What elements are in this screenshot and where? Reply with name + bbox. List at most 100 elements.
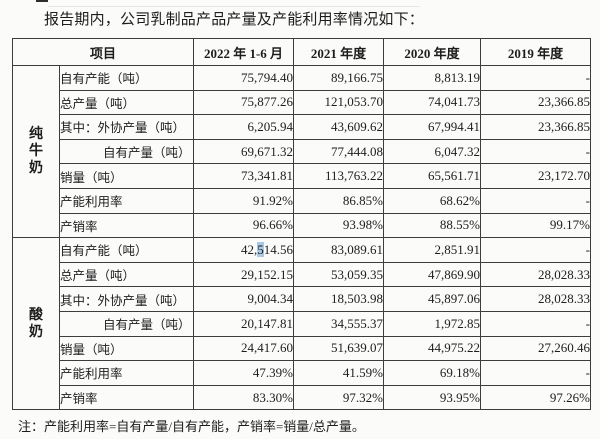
value-cell: 99.17%: [480, 212, 592, 239]
value-cell: 83,089.61: [293, 237, 385, 263]
value-cell: 86.85%: [293, 187, 385, 214]
value-cell: 53,059.35: [293, 261, 385, 288]
value-cell: 27,260.46: [480, 335, 592, 362]
value-cell: 75,877.26: [193, 89, 295, 116]
value-cell: 2,851.91: [383, 237, 482, 263]
value-cell: -: [480, 360, 592, 386]
value-cell: 9,004.34: [193, 286, 295, 312]
row-label: 产能利用率: [58, 187, 195, 214]
value-cell: 6,205.94: [193, 114, 295, 140]
value-cell: 69,671.32: [193, 138, 295, 165]
value-cell: 42,514.56: [193, 237, 295, 263]
value-cell: -: [480, 65, 592, 91]
value-cell: 88.55%: [383, 212, 482, 239]
row-label: 产能利用率: [58, 360, 195, 386]
group-label-pure-milk: 纯牛奶: [12, 64, 60, 239]
table-body: 纯牛奶自有产能（吨） 75,794.40 89,166.75 8,813.19- 总产量…: [12, 64, 592, 411]
value-cell: 97.26%: [480, 384, 592, 411]
table-row: 自有产量（吨） 20,147.81 34,555.37 1,972.85-: [13, 310, 592, 337]
footnote: 注：产能利用率=自有产量/自有产能，产销率=销量/总产量。: [18, 419, 365, 434]
group-label-char: 奶: [29, 161, 43, 177]
table-row: 其中：外协产量（吨） 9,004.34 18,503.98 45,897.06 28,0…: [13, 286, 592, 312]
value-cell: -: [480, 138, 592, 165]
page-top-artifact-line: [48, 6, 420, 7]
value-cell: 93.95%: [383, 384, 482, 411]
table-row: 总产量（吨） 75,877.26 121,053.70 74,041.73 23,366…: [13, 89, 592, 116]
value-cell: 44,975.22: [383, 335, 482, 362]
value-cell: 68.62%: [383, 187, 482, 214]
table-row: 酸奶自有产能（吨） 42,514.56 83,089.61 2,851.91-: [12, 237, 592, 411]
row-label: 其中：外协产量（吨）: [58, 114, 195, 140]
value-cell: 47,869.90: [383, 261, 482, 288]
page-top-artifact-tick: [36, 0, 48, 2]
value-cell: 23,172.70: [480, 163, 592, 189]
row-label: 产销率: [58, 212, 195, 239]
value-part: 14.56: [263, 241, 294, 257]
table-row: 产销率 83.30% 97.32% 93.95% 97.26%: [13, 384, 592, 411]
value-cell: 28,028.33: [480, 261, 592, 288]
value-cell: 77,444.08: [293, 138, 385, 165]
value-cell: 8,813.19: [383, 65, 482, 91]
table-row: 产销率 96.66% 93.98% 88.55% 99.17%: [13, 212, 592, 239]
value-cell: 73,341.81: [193, 163, 295, 189]
value-cell: 69.18%: [383, 360, 482, 386]
group-label-char: 奶: [29, 324, 43, 340]
value-cell: 93.98%: [293, 212, 385, 239]
value-cell: -: [480, 187, 592, 214]
header-period-2022: 2022 年 1-6 月: [193, 38, 295, 66]
table-row: 产能利用率 91.92% 86.85% 68.62% -: [13, 187, 592, 214]
group-label-char: 牛: [29, 144, 43, 160]
value-cell: 67,994.41: [383, 114, 482, 140]
value-cell: 113,763.22: [293, 163, 385, 189]
header-period-2021: 2021 年度: [293, 38, 385, 66]
selection-highlight: 5: [257, 241, 264, 257]
value-cell: 41.59%: [293, 360, 385, 386]
row-label: 产销率: [58, 384, 195, 411]
value-cell: 65,561.71: [383, 163, 482, 189]
value-cell: -: [480, 310, 592, 337]
value-cell: 34,555.37: [293, 310, 385, 337]
value-cell: 29,152.15: [193, 261, 295, 288]
value-cell: 91.92%: [193, 187, 295, 214]
row-label: 销量（吨）: [58, 335, 195, 362]
value-cell: 24,417.60: [193, 335, 295, 362]
value-cell: 23,366.85: [480, 89, 592, 116]
value-cell: 97.32%: [293, 384, 385, 411]
value-cell: 1,972.85: [383, 310, 482, 337]
row-label: 其中：外协产量（吨）: [58, 286, 195, 312]
production-capacity-table: 项目 2022 年 1-6 月 2021 年度 2020 年度 2019 年度 …: [11, 38, 592, 411]
row-label: 总产量（吨）: [58, 89, 195, 116]
value-cell: 51,639.07: [293, 335, 385, 362]
value-cell: 43,609.62: [293, 114, 385, 140]
value-cell: 45,897.06: [383, 286, 482, 312]
header-period-2019: 2019 年度: [480, 38, 592, 66]
table-row: 总产量（吨） 29,152.15 53,059.35 47,869.90 28,028.…: [13, 261, 592, 288]
value-cell: 28,028.33: [480, 286, 592, 312]
row-label: 自有产量（吨）: [58, 310, 195, 337]
row-label: 自有产能（吨）: [58, 65, 195, 91]
table-row: 产能利用率 47.39% 41.59% 69.18% -: [13, 360, 592, 386]
value-cell: 20,147.81: [193, 310, 295, 337]
group-label-yogurt: 酸奶: [12, 237, 60, 411]
value-cell: 83.30%: [193, 384, 295, 411]
value-cell: 47.39%: [193, 360, 295, 386]
table-row: 其中：外协产量（吨） 6,205.94 43,609.62 67,994.41 23,3…: [13, 114, 592, 140]
table-row: 销量（吨） 24,417.60 51,639.07 44,975.22 27,260.4…: [13, 335, 592, 362]
group-label-char: 纯: [29, 127, 43, 143]
value-part: 42,: [241, 241, 258, 257]
value-cell: 89,166.75: [293, 65, 385, 91]
row-label: 自有产能（吨）: [58, 237, 195, 263]
value-cell: 18,503.98: [293, 286, 385, 312]
section-title: 报告期内，公司乳制品产品产量及产能利用率情况如下：: [44, 12, 425, 28]
header-row: 项目 2022 年 1-6 月 2021 年度 2020 年度 2019 年度: [11, 38, 592, 66]
table-row: 自有产量（吨） 69,671.32 77,444.08 6,047.32-: [13, 138, 592, 165]
table-row: 销量（吨） 73,341.81 113,763.22 65,561.71 23,172.…: [13, 163, 592, 189]
row-label: 销量（吨）: [58, 163, 195, 189]
header-item-col: 项目: [11, 38, 195, 66]
value-cell: 121,053.70: [293, 89, 385, 116]
table-header: 项目 2022 年 1-6 月 2021 年度 2020 年度 2019 年度: [11, 38, 592, 66]
header-period-2020: 2020 年度: [383, 38, 482, 66]
row-label: 总产量（吨）: [58, 261, 195, 288]
group-label-char: 酸: [29, 307, 43, 323]
value-cell: 74,041.73: [383, 89, 482, 116]
